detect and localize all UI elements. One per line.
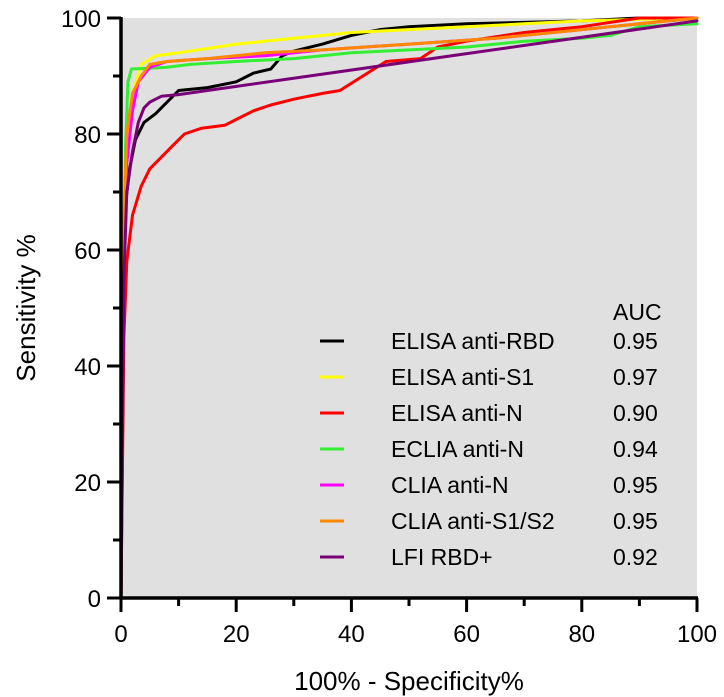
- legend-label-3: ELISA anti-N: [391, 400, 523, 426]
- y-tick-label: 60: [74, 238, 101, 265]
- legend-label-1: ELISA anti-RBD: [391, 328, 555, 354]
- x-axis-title: 100% - Specificity%: [294, 666, 524, 696]
- y-tick-label: 40: [74, 354, 101, 381]
- series-line-6: [119, 16, 699, 600]
- y-tick-label: 80: [74, 122, 101, 149]
- x-tick-label: 100: [677, 621, 717, 648]
- axes: 0 20 40 60 80 100 0 20 40 60 80 100: [61, 6, 717, 648]
- legend-label-7: LFI RBD+: [391, 544, 493, 570]
- legend-label-4: ECLIA anti-N: [391, 436, 524, 462]
- y-axis-title: Sensitivity %: [11, 234, 41, 381]
- legend-header: AUC: [613, 299, 662, 325]
- series-lines: [119, 16, 699, 600]
- series-line-7: [119, 19, 699, 600]
- y-tick-label: 0: [88, 586, 101, 613]
- x-tick-label: 60: [453, 621, 480, 648]
- legend-auc-7: 0.92: [613, 544, 658, 570]
- x-tick-label: 20: [223, 621, 250, 648]
- legend-label-2: ELISA anti-S1: [391, 364, 534, 390]
- y-tick-label: 20: [74, 470, 101, 497]
- x-tick-label: 80: [568, 621, 595, 648]
- legend-label-5: CLIA anti-N: [391, 472, 509, 498]
- series-line-3: [119, 16, 699, 600]
- legend-label-6: CLIA anti-S1/S2: [391, 508, 555, 534]
- legend: AUC ELISA anti-RBD 0.95 ELISA anti-S1 0.97 EL…: [320, 299, 662, 570]
- legend-auc-5: 0.95: [613, 472, 658, 498]
- x-tick-label: 0: [114, 621, 127, 648]
- x-tick-label: 40: [338, 621, 365, 648]
- y-tick-label: 100: [61, 6, 101, 33]
- legend-auc-6: 0.95: [613, 508, 658, 534]
- legend-auc-4: 0.94: [613, 436, 658, 462]
- legend-auc-2: 0.97: [613, 364, 658, 390]
- legend-auc-3: 0.90: [613, 400, 658, 426]
- plot-area: [121, 18, 697, 598]
- legend-auc-1: 0.95: [613, 328, 658, 354]
